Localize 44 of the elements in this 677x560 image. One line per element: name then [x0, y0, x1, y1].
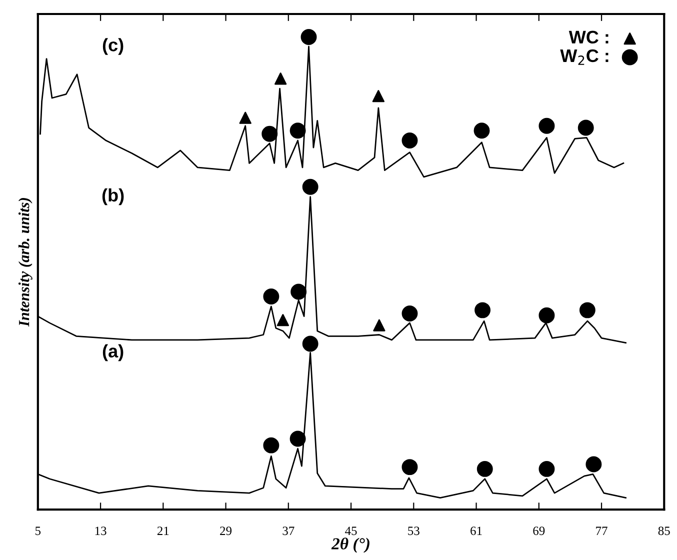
annotation: (b) — [102, 188, 124, 206]
point — [402, 132, 418, 149]
point — [290, 122, 306, 139]
x-tick-label: 13 — [95, 526, 106, 536]
x-tick-label: 53 — [408, 526, 420, 536]
point — [538, 307, 555, 324]
point — [373, 319, 386, 332]
point — [476, 460, 493, 477]
x-tick-label: 45 — [345, 526, 357, 536]
x-tick-label: 5 — [36, 526, 41, 536]
point — [302, 178, 318, 195]
x-tick-label: 21 — [157, 526, 169, 535]
point — [274, 72, 287, 85]
x-axis-title: 2θ (°) — [331, 538, 370, 553]
annotation: (a) — [102, 344, 124, 362]
point — [300, 29, 317, 46]
point — [263, 437, 280, 454]
point — [586, 456, 602, 472]
point — [538, 460, 555, 477]
point — [276, 314, 289, 326]
point — [263, 288, 280, 304]
point — [578, 120, 594, 136]
point — [290, 430, 306, 447]
point — [538, 118, 555, 134]
point — [372, 90, 384, 102]
legend-label: W$_{2}$C : — [560, 49, 608, 65]
y-axis-title: Intensity (arb. units) — [18, 198, 32, 327]
point — [474, 122, 490, 139]
annotation: (c) — [102, 38, 124, 55]
x-tick-label: 85 — [658, 526, 670, 536]
point — [302, 336, 318, 352]
legend-label: WC : — [568, 30, 608, 44]
point — [239, 112, 252, 124]
point — [474, 302, 491, 318]
x-tick-label: 61 — [470, 526, 482, 536]
point — [290, 284, 307, 300]
x-tick-label: 37 — [282, 526, 294, 536]
x-tick-label: 69 — [533, 526, 545, 536]
point — [402, 306, 418, 322]
point — [402, 459, 418, 476]
x-tick-label: 77 — [596, 526, 608, 535]
point — [262, 126, 278, 142]
point — [579, 302, 596, 318]
x-tick-label: 29 — [220, 526, 232, 536]
